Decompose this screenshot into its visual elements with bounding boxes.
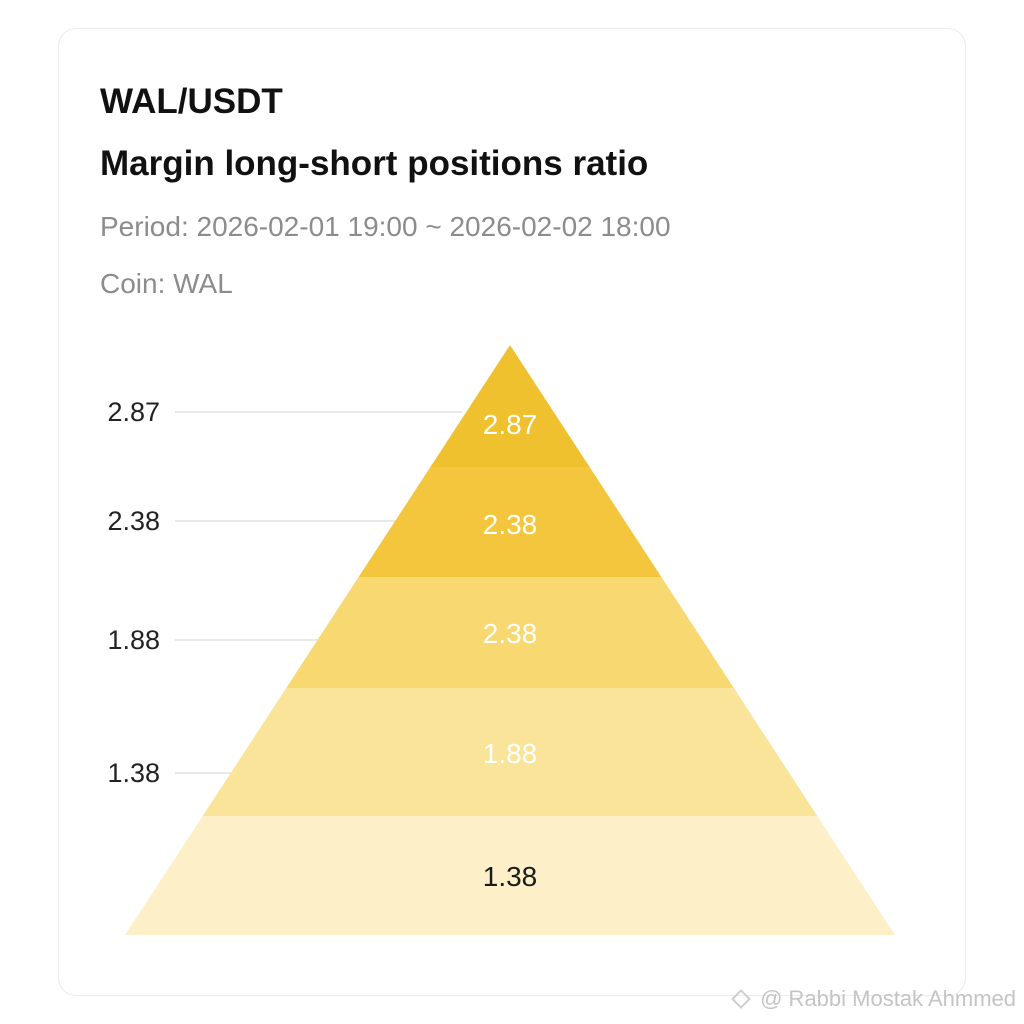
chart-title: Margin long-short positions ratio (100, 144, 649, 183)
tier-value-label: 1.38 (483, 861, 538, 892)
tier-value-label: 2.38 (483, 509, 538, 540)
tier-value-label: 2.38 (483, 618, 538, 649)
pyramid-tier (358, 467, 662, 577)
coin-label: Coin: WAL (100, 268, 233, 299)
watermark-text: @ Rabbi Mostak Ahmmed (760, 986, 1016, 1011)
watermark: @ Rabbi Mostak Ahmmed (731, 986, 1016, 1012)
axis-tick-label: 1.88 (107, 625, 160, 655)
diamond-logo-icon (731, 989, 752, 1009)
pyramid-tier (125, 816, 895, 935)
page-title: WAL/USDT (100, 82, 283, 121)
axis-tick-label: 2.38 (107, 506, 160, 536)
tier-value-label: 1.88 (483, 738, 538, 769)
axis-tick-label: 2.87 (107, 397, 160, 427)
tier-value-label: 2.87 (483, 409, 538, 440)
pyramid-tier (202, 688, 818, 816)
pyramid-tier (286, 577, 734, 688)
period-label: Period: 2026-02-01 19:00 ~ 2026-02-02 18… (100, 211, 671, 242)
axis-tick-label: 1.38 (107, 758, 160, 788)
pyramid-tier (430, 345, 590, 467)
